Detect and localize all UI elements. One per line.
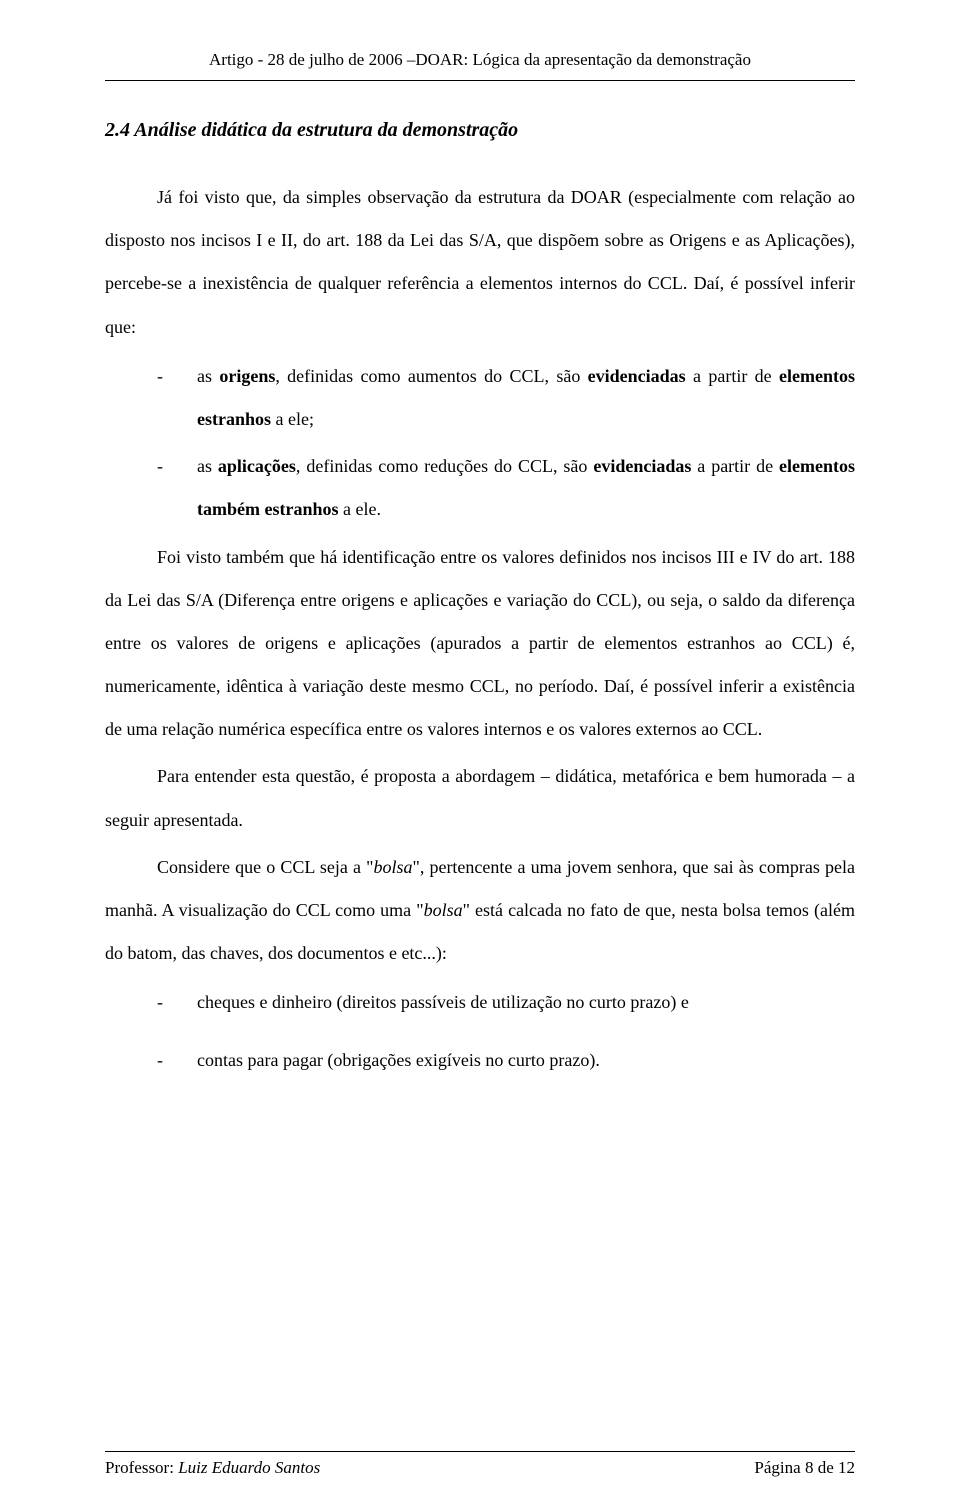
list-item: contas para pagar (obrigações exigíveis … <box>157 1039 855 1082</box>
footer-left: Professor: Luiz Eduardo Santos <box>105 1458 320 1478</box>
list-item: cheques e dinheiro (direitos passíveis d… <box>157 981 855 1024</box>
page-header: Artigo - 28 de julho de 2006 –DOAR: Lógi… <box>105 50 855 70</box>
footer-divider <box>105 1451 855 1452</box>
paragraph-2: Foi visto também que há identificação en… <box>105 536 855 752</box>
header-text: Artigo - 28 de julho de 2006 –DOAR: Lógi… <box>209 50 751 69</box>
paragraph-4: Considere que o CCL seja a "bolsa", pert… <box>105 846 855 976</box>
footer-right: Página 8 de 12 <box>754 1458 855 1478</box>
bullet-list-1: as origens, definidas como aumentos do C… <box>157 355 855 532</box>
list-item: as origens, definidas como aumentos do C… <box>157 355 855 441</box>
list-item: as aplicações, definidas como reduções d… <box>157 445 855 531</box>
paragraph-1: Já foi visto que, da simples observação … <box>105 176 855 349</box>
paragraph-3: Para entender esta questão, é proposta a… <box>105 755 855 841</box>
header-divider <box>105 80 855 81</box>
bullet-list-2: cheques e dinheiro (direitos passíveis d… <box>157 981 855 1081</box>
page-footer: Professor: Luiz Eduardo Santos Página 8 … <box>105 1458 855 1478</box>
section-heading: 2.4 Análise didática da estrutura da dem… <box>105 119 855 142</box>
